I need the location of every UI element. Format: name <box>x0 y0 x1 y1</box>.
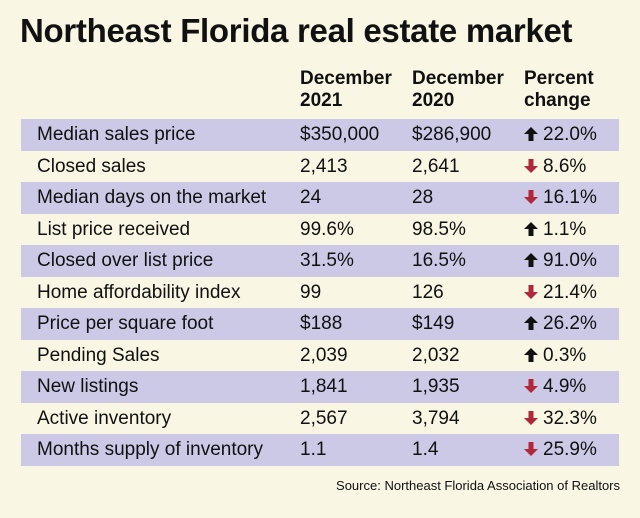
percent-change: 32.3% <box>524 403 597 435</box>
arrow-down-icon <box>524 379 538 393</box>
percent-change-value: 26.2% <box>543 313 597 334</box>
percent-change-value: 16.1% <box>543 187 597 208</box>
table-row: Home affordability index 99 126 21.4% <box>21 277 619 309</box>
row-label: Median sales price <box>37 119 195 151</box>
table-row: Months supply of inventory 1.1 1.4 25.9% <box>21 434 619 466</box>
percent-change-value: 22.0% <box>543 124 597 145</box>
column-header-december-2021: December 2021 <box>300 68 392 112</box>
value-december-2021: 1,841 <box>300 371 348 403</box>
source-credit: Source: Northeast Florida Association of… <box>336 478 620 493</box>
row-label: Median days on the market <box>37 182 266 214</box>
percent-change: 91.0% <box>524 245 597 277</box>
percent-change: 25.9% <box>524 434 597 466</box>
arrow-up-icon <box>524 253 538 267</box>
percent-change: 0.3% <box>524 340 586 372</box>
column-header-percent-change: Percent change <box>524 68 594 112</box>
percent-change-value: 4.9% <box>543 376 586 397</box>
row-label: Months supply of inventory <box>37 434 263 466</box>
table-row: Price per square foot $188 $149 26.2% <box>21 308 619 340</box>
row-label: List price received <box>37 214 190 246</box>
column-header-december-2020: December 2020 <box>412 68 504 112</box>
arrow-up-icon <box>524 316 538 330</box>
row-label: Price per square foot <box>37 308 213 340</box>
arrow-up-icon <box>524 348 538 362</box>
arrow-down-icon <box>524 442 538 456</box>
column-header-line: 2021 <box>300 90 392 112</box>
column-header-line: change <box>524 90 594 112</box>
arrow-down-icon <box>524 159 538 173</box>
arrow-down-icon <box>524 190 538 204</box>
page-title: Northeast Florida real estate market <box>20 12 572 50</box>
value-december-2021: 2,413 <box>300 151 348 183</box>
table-row: Closed over list price 31.5% 16.5% 91.0% <box>21 245 619 277</box>
value-december-2021: 99.6% <box>300 214 354 246</box>
table-row: List price received 99.6% 98.5% 1.1% <box>21 214 619 246</box>
percent-change-value: 0.3% <box>543 345 586 366</box>
value-december-2020: 3,794 <box>412 403 460 435</box>
value-december-2020: 98.5% <box>412 214 466 246</box>
value-december-2021: $350,000 <box>300 119 379 151</box>
row-label: Active inventory <box>37 403 171 435</box>
value-december-2021: 2,567 <box>300 403 348 435</box>
percent-change: 26.2% <box>524 308 597 340</box>
value-december-2020: 2,032 <box>412 340 460 372</box>
value-december-2021: 1.1 <box>300 434 326 466</box>
row-label: Closed sales <box>37 151 146 183</box>
arrow-down-icon <box>524 411 538 425</box>
percent-change: 8.6% <box>524 151 586 183</box>
table-row: Median days on the market 24 28 16.1% <box>21 182 619 214</box>
value-december-2020: 126 <box>412 277 444 309</box>
value-december-2020: 2,641 <box>412 151 460 183</box>
value-december-2020: 1,935 <box>412 371 460 403</box>
table-row: Closed sales 2,413 2,641 8.6% <box>21 151 619 183</box>
row-label: Pending Sales <box>37 340 160 372</box>
percent-change: 22.0% <box>524 119 597 151</box>
value-december-2020: 1.4 <box>412 434 438 466</box>
percent-change-value: 21.4% <box>543 282 597 303</box>
arrow-up-icon <box>524 127 538 141</box>
column-header-line: 2020 <box>412 90 504 112</box>
market-data-table: Median sales price $350,000 $286,900 22.0% C… <box>21 119 619 466</box>
value-december-2020: $286,900 <box>412 119 491 151</box>
value-december-2021: 2,039 <box>300 340 348 372</box>
table-row: Active inventory 2,567 3,794 32.3% <box>21 403 619 435</box>
arrow-up-icon <box>524 222 538 236</box>
percent-change-value: 1.1% <box>543 219 586 240</box>
table-row: New listings 1,841 1,935 4.9% <box>21 371 619 403</box>
value-december-2021: 99 <box>300 277 321 309</box>
percent-change: 4.9% <box>524 371 586 403</box>
table-row: Pending Sales 2,039 2,032 0.3% <box>21 340 619 372</box>
value-december-2021: 31.5% <box>300 245 354 277</box>
column-header-line: Percent <box>524 68 594 90</box>
percent-change-value: 91.0% <box>543 250 597 271</box>
column-header-line: December <box>412 68 504 90</box>
table-row: Median sales price $350,000 $286,900 22.0% <box>21 119 619 151</box>
percent-change-value: 8.6% <box>543 156 586 177</box>
row-label: Home affordability index <box>37 277 240 309</box>
column-header-line: December <box>300 68 392 90</box>
value-december-2020: 16.5% <box>412 245 466 277</box>
value-december-2020: 28 <box>412 182 433 214</box>
row-label: New listings <box>37 371 138 403</box>
percent-change: 16.1% <box>524 182 597 214</box>
value-december-2021: $188 <box>300 308 342 340</box>
percent-change-value: 25.9% <box>543 439 597 460</box>
value-december-2021: 24 <box>300 182 321 214</box>
value-december-2020: $149 <box>412 308 454 340</box>
arrow-down-icon <box>524 285 538 299</box>
row-label: Closed over list price <box>37 245 213 277</box>
percent-change-value: 32.3% <box>543 408 597 429</box>
percent-change: 21.4% <box>524 277 597 309</box>
percent-change: 1.1% <box>524 214 586 246</box>
